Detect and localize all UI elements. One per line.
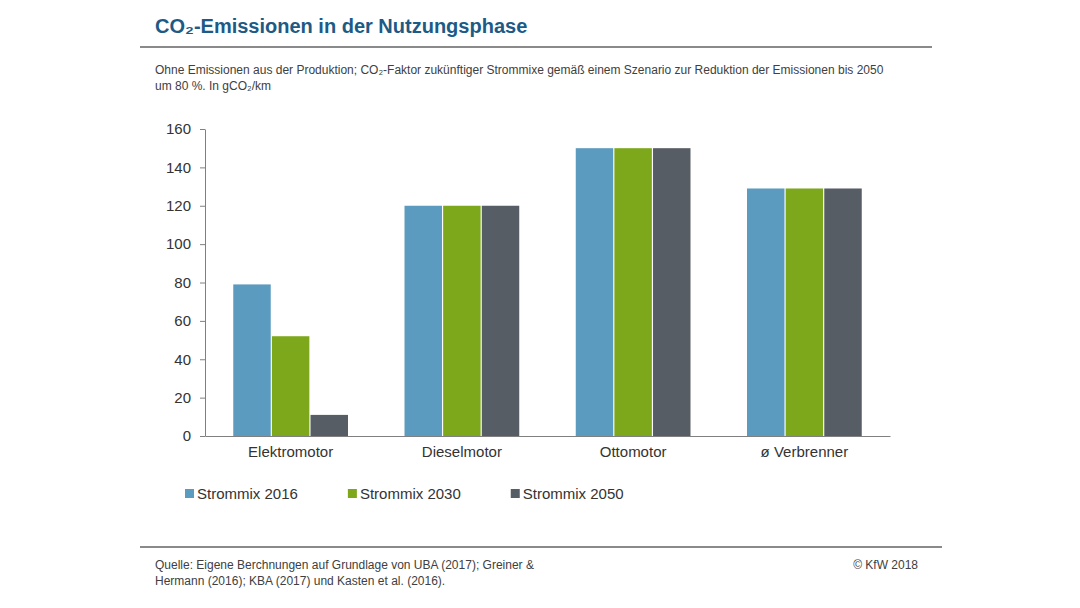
legend-label: Strommix 2050 [523,485,624,502]
y-tick-label: 80 [174,274,191,291]
legend-item: Strommix 2050 [511,485,624,502]
y-tick-label: 60 [174,312,191,329]
x-tick-label: Elektromotor [248,443,333,460]
y-tick-mark [200,359,205,360]
y-tick-label: 120 [166,197,191,214]
text-line: Quelle: Eigene Berchnungen auf Grundlage… [155,558,534,572]
y-tick: 80 [174,274,205,291]
text-line: Hermann (2016); KBA (2017) und Kasten et… [155,574,445,588]
y-tick-label: 140 [166,159,191,176]
y-tick: 40 [174,351,205,368]
y-tick-mark [200,436,205,437]
y-tick: 100 [166,235,205,252]
title-rule [140,46,932,48]
x-axis: Elektromotor Dieselmotor Ottomotor ø Verbre… [206,437,891,461]
y-tick: 140 [166,159,205,176]
copyright: © KfW 2018 [853,558,918,572]
y-tick-label: 100 [166,235,191,252]
y-tick-mark [200,398,205,399]
chart: CO₂-Emissionen in der Nutzungsphase Ohne … [0,0,1080,608]
x-tick-label: Dieselmotor [422,443,502,460]
bar [405,206,442,436]
x-tick: Dieselmotor [422,443,502,460]
footer-rule [140,546,942,548]
text-line: Ohne Emissionen aus der Produktion; CO₂-… [155,63,884,77]
bar [786,188,823,436]
legend-label: Strommix 2030 [360,485,461,502]
bar [443,206,480,436]
y-tick-label: 40 [174,351,191,368]
y-tick-mark [200,129,205,130]
subtitle: Ohne Emissionen aus der Produktion; CO₂-… [155,63,884,93]
x-tick: Elektromotor [248,443,333,460]
bar [233,284,270,436]
legend-label: Strommix 2016 [197,485,298,502]
legend-item: Strommix 2030 [348,485,461,502]
y-tick-mark [200,244,205,245]
series [311,148,862,436]
y-tick: 160 [166,120,205,137]
y-tick-label: 20 [174,389,191,406]
bars [233,148,861,436]
legend-swatch [511,489,520,498]
title: CO₂-Emissionen in der Nutzungsphase [155,15,527,37]
y-tick-label: 0 [183,427,191,444]
y-tick-mark [200,283,205,284]
bar [747,188,784,436]
y-axis: 0 20 40 60 80 100 120 140 160 [166,120,206,444]
bar [614,148,651,436]
bar [272,336,309,436]
x-tick: ø Verbrenner [761,443,849,460]
source: Quelle: Eigene Berchnungen auf Grundlage… [155,558,534,588]
y-tick-label: 160 [166,120,191,137]
x-axis-line [206,436,891,437]
x-tick-label: Ottomotor [600,443,667,460]
series [272,148,823,436]
bar [576,148,613,436]
y-tick-mark [200,206,205,207]
y-tick-mark [200,167,205,168]
text-line: um 80 %. In gCO₂/km [155,79,271,93]
legend-swatch [348,489,357,498]
series [233,148,784,436]
y-tick: 0 [183,427,205,444]
y-tick: 60 [174,312,205,329]
legend: Strommix 2016 Strommix 2030 Strommix 2050 [185,485,624,502]
y-tick: 20 [174,389,205,406]
bar [653,148,690,436]
y-tick: 120 [166,197,205,214]
bar [482,206,519,436]
y-tick-mark [200,321,205,322]
bar [824,188,861,436]
legend-item: Strommix 2016 [185,485,298,502]
y-axis-line [205,130,206,437]
x-tick-label: ø Verbrenner [761,443,849,460]
legend-swatch [185,489,194,498]
bar [311,415,348,436]
x-tick: Ottomotor [600,443,667,460]
